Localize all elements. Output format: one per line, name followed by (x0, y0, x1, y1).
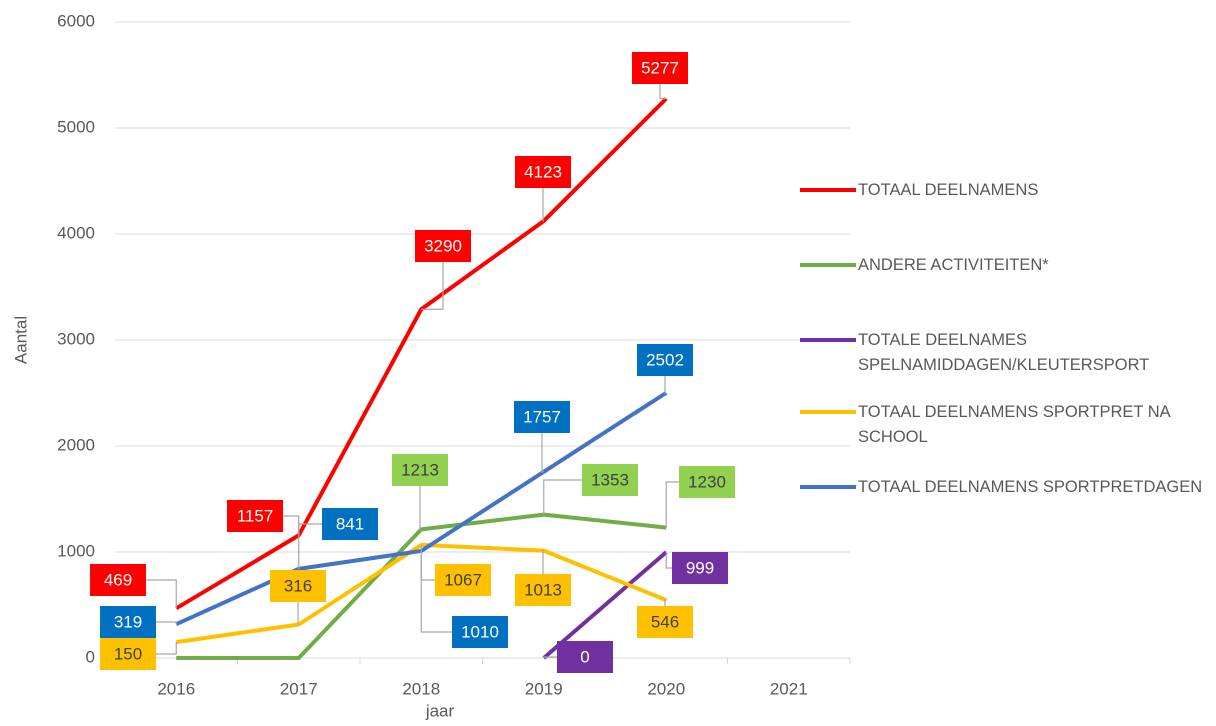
data-label-box (514, 401, 570, 433)
data-label-box (270, 570, 326, 602)
data-label-box (452, 616, 508, 648)
y-tick-label: 6000 (57, 11, 95, 30)
x-tick-label: 2018 (402, 679, 440, 698)
data-label-box (415, 230, 471, 262)
leader-line (542, 188, 544, 222)
data-label: 1013 (524, 580, 562, 599)
x-tick-label: 2020 (647, 679, 685, 698)
legend-label: ANDERE ACTIVITEITEN* (858, 256, 1049, 274)
y-tick-label: 2000 (57, 435, 95, 454)
leader-line (283, 515, 300, 536)
data-label: 999 (686, 558, 714, 577)
data-label-box (637, 344, 693, 376)
leader-line (665, 552, 672, 569)
leader-line (156, 621, 177, 625)
data-label: 2502 (646, 350, 684, 369)
data-label-box (637, 606, 693, 638)
leader-line (664, 599, 667, 606)
leader-line (420, 550, 452, 633)
data-label: 3290 (424, 236, 462, 255)
leader-line (664, 376, 667, 394)
data-label-box (435, 564, 491, 596)
legend-label: TOTAAL DEELNAMENS (858, 181, 1039, 199)
data-label: 1157 (237, 506, 274, 525)
x-tick-label: 2021 (770, 679, 808, 698)
y-tick-label: 5000 (57, 117, 95, 136)
data-label: 1010 (461, 622, 499, 641)
data-label: 0 (580, 647, 589, 666)
data-label: 1353 (591, 470, 629, 489)
data-label: 4123 (524, 162, 562, 181)
data-label: 1067 (444, 570, 482, 589)
data-label: 469 (104, 570, 132, 589)
leader-line (298, 523, 322, 569)
data-label-box (90, 564, 146, 596)
x-tick-label: 2016 (157, 679, 195, 698)
data-label: 1757 (523, 407, 561, 426)
leader-line (156, 642, 177, 655)
data-label-box (100, 606, 156, 638)
data-label-box (632, 52, 688, 84)
data-label: 1213 (401, 460, 439, 479)
data-label: 841 (336, 514, 364, 533)
leader-line (421, 262, 444, 310)
data-label-box (227, 500, 283, 532)
x-axis-label: jaar (425, 701, 455, 720)
data-label-box (515, 574, 571, 606)
y-tick-label: 0 (86, 647, 95, 666)
y-tick-label: 4000 (57, 223, 95, 242)
data-label: 1230 (688, 472, 726, 491)
leader-line (419, 486, 422, 531)
data-label-box (515, 156, 571, 188)
leader-line (665, 481, 679, 528)
y-tick-label: 3000 (57, 329, 95, 348)
x-tick-label: 2017 (280, 679, 318, 698)
leader-line (659, 84, 667, 100)
data-label-box (392, 454, 448, 486)
data-label: 316 (284, 576, 312, 595)
leader-line (543, 656, 557, 658)
leader-line (542, 550, 544, 574)
leader-line (543, 479, 582, 515)
data-label-box (679, 466, 735, 498)
y-axis-label: Aantal (11, 316, 30, 364)
leader-line (146, 579, 177, 609)
series-line (542, 550, 668, 660)
data-label: 150 (114, 644, 142, 663)
x-tick-label: 2019 (525, 679, 563, 698)
data-label: 546 (651, 612, 679, 631)
legend-label: TOTAAL DEELNAMENS SPORTPRETDAGEN (858, 478, 1203, 496)
y-tick-label: 1000 (57, 541, 95, 560)
legend-label: TOTALE DEELNAMES SPELNAMIDDAGEN/KLEUTERS… (858, 331, 1150, 374)
data-label-box (322, 508, 378, 540)
legend-label: TOTAAL DEELNAMENS SPORTPRET NA SCHOOL (858, 403, 1170, 446)
data-label-box (100, 638, 156, 670)
leader-line (541, 433, 544, 473)
data-label-box (557, 641, 613, 673)
data-label-box (672, 552, 728, 584)
data-label: 5277 (641, 58, 679, 77)
data-label: 319 (114, 612, 142, 631)
data-label-box (582, 464, 638, 496)
leader-line (297, 602, 299, 626)
